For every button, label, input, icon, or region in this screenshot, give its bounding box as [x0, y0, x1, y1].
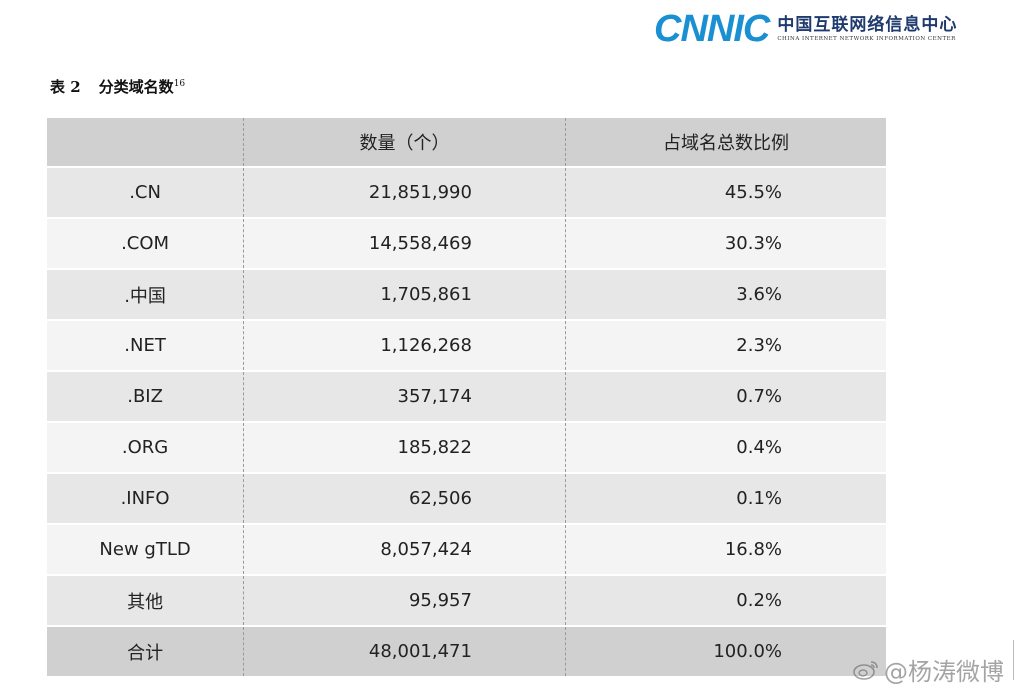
table-row: .NET 1,126,268 2.3% [47, 320, 886, 371]
row-share: 2.3% [736, 335, 782, 356]
row-count: 1,705,861 [243, 269, 566, 320]
weibo-icon [853, 660, 878, 680]
header-count: 数量（个） [243, 118, 566, 167]
table-title: 分类域名数 [98, 78, 174, 96]
table-row: .COM 14,558,469 30.3% [47, 218, 886, 269]
total-count: 48,001,471 [243, 626, 566, 676]
table-row: 其他 95,957 0.2% [47, 575, 886, 626]
total-label: 合计 [47, 626, 245, 676]
row-share: 30.3% [724, 233, 782, 254]
table-row: .CN 21,851,990 45.5% [47, 167, 886, 218]
header-category [47, 118, 245, 167]
logo-text: 中国互联网络信息中心 CHINA INTERNET NETWORK INFORM… [777, 14, 958, 43]
row-count: 1,126,268 [243, 320, 566, 371]
page-edge-mark [1013, 640, 1022, 680]
table-row: .BIZ 357,174 0.7% [47, 371, 886, 422]
row-share: 16.8% [724, 539, 782, 560]
domain-category-table: 数量（个） 占域名总数比例 .CN 21,851,990 45.5% .COM … [47, 118, 886, 676]
table-row: .ORG 185,822 0.4% [47, 422, 886, 473]
cnnic-logo: CNNIC 中国互联网络信息中心 CHINA INTERNET NETWORK … [654, 10, 957, 48]
table-row: New gTLD 8,057,424 16.8% [47, 524, 886, 575]
table-row: .INFO 62,506 0.1% [47, 473, 886, 524]
row-count: 62,506 [243, 473, 566, 524]
row-share: 0.2% [736, 590, 782, 611]
table-number: 表 2 [50, 78, 81, 96]
row-count: 185,822 [243, 422, 566, 473]
row-domain: New gTLD [47, 524, 245, 575]
row-share: 45.5% [724, 182, 782, 203]
row-count: 14,558,469 [243, 218, 566, 269]
row-share: 3.6% [736, 284, 782, 305]
row-domain: .CN [47, 167, 245, 218]
table-header-row: 数量（个） 占域名总数比例 [47, 118, 886, 167]
row-domain: .BIZ [47, 371, 245, 422]
row-domain: .INFO [47, 473, 245, 524]
logo-english-name: CHINA INTERNET NETWORK INFORMATION CENTE… [777, 36, 956, 43]
header-share: 占域名总数比例 [662, 133, 789, 154]
row-domain: .中国 [47, 269, 245, 320]
row-domain: 其他 [47, 575, 245, 626]
row-count: 8,057,424 [243, 524, 566, 575]
row-domain: .ORG [47, 422, 245, 473]
table-caption: 表 2 分类域名数16 [50, 76, 185, 97]
row-count: 357,174 [243, 371, 566, 422]
cnnic-logo-mark: CNNIC [654, 8, 770, 50]
row-domain: .NET [47, 320, 245, 371]
weibo-watermark: @杨涛微博 [852, 652, 1004, 687]
footnote-marker: 16 [173, 79, 186, 89]
row-share: 0.7% [736, 386, 782, 407]
table-row: .中国 1,705,861 3.6% [47, 269, 886, 320]
total-share: 100.0% [713, 641, 782, 662]
row-domain: .COM [47, 218, 245, 269]
row-count: 95,957 [243, 575, 566, 626]
logo-chinese-name: 中国互联网络信息中心 [777, 14, 958, 35]
row-count: 21,851,990 [243, 167, 566, 218]
row-share: 0.4% [736, 437, 782, 458]
watermark-text: @杨涛微博 [884, 658, 1004, 686]
row-share: 0.1% [736, 488, 782, 509]
table-total-row: 合计 48,001,471 100.0% [47, 626, 886, 676]
